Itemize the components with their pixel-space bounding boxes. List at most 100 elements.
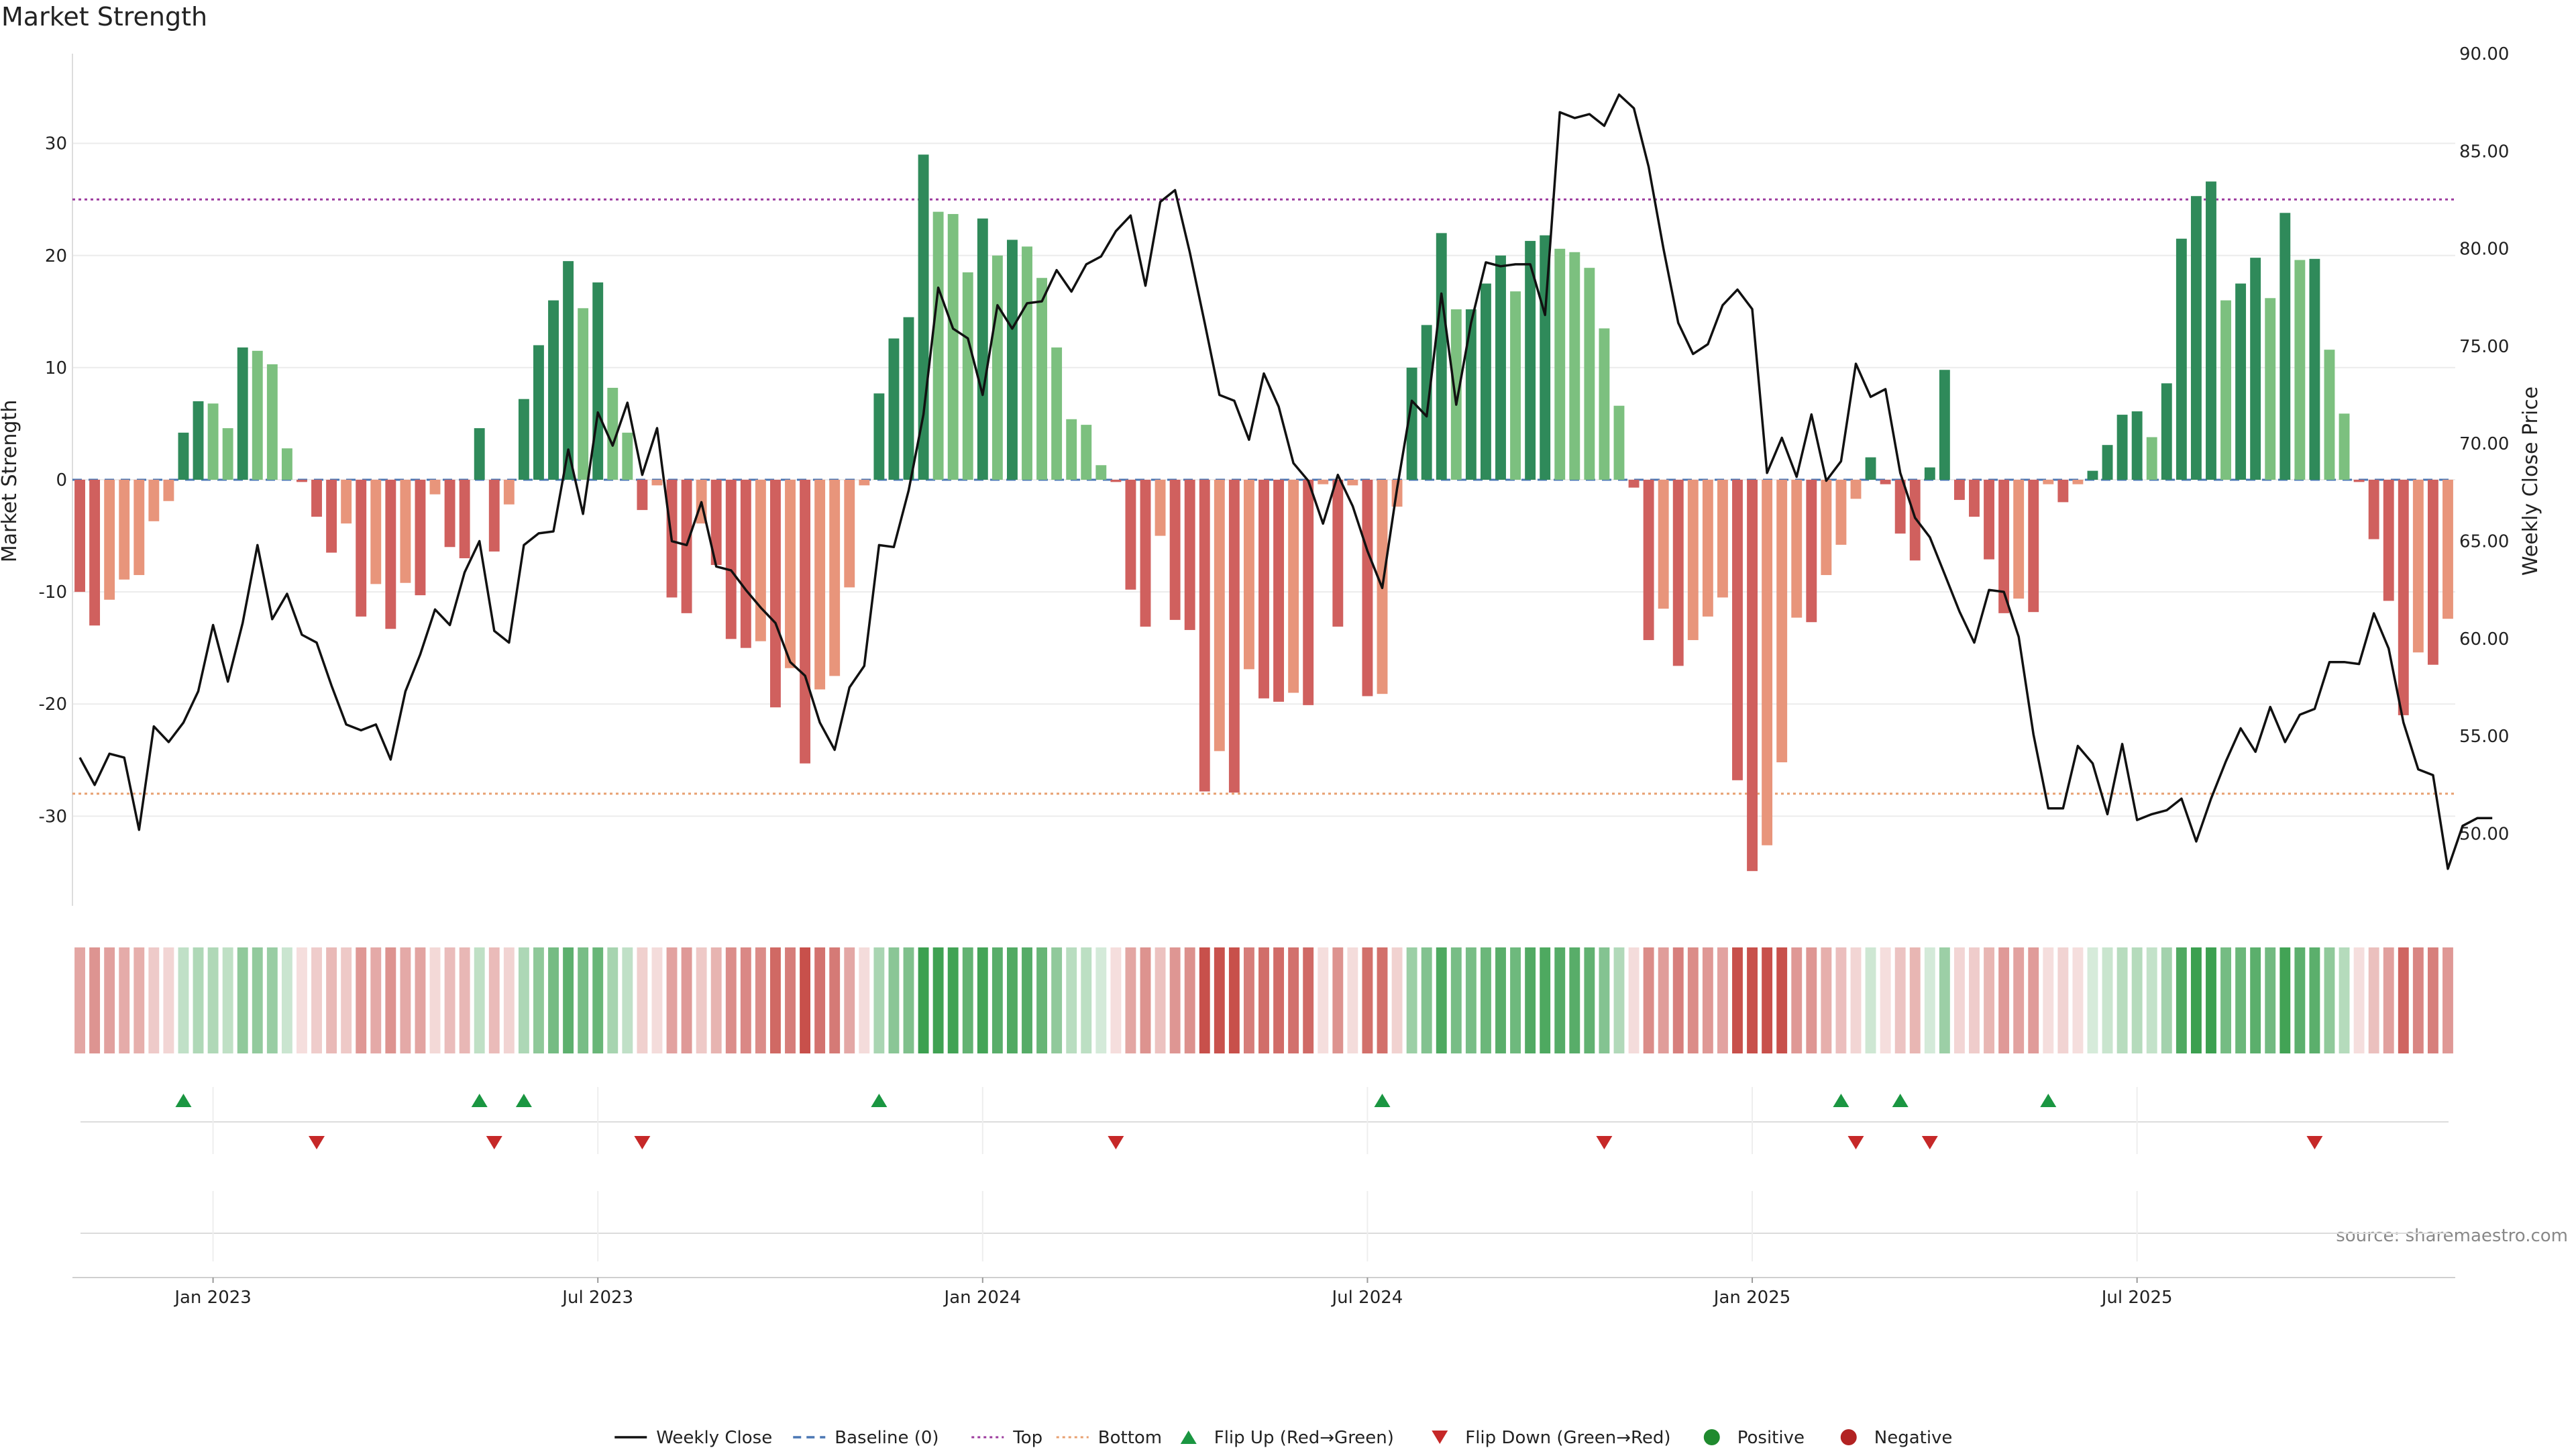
y-tick-left: -20 (39, 694, 67, 715)
heat-cell (622, 947, 633, 1053)
strength-bar (2146, 437, 2157, 480)
y-tick-right: 55.00 (2459, 727, 2509, 747)
heat-cell (1687, 947, 1699, 1053)
strength-bar (444, 480, 455, 548)
strength-bar (1228, 480, 1240, 793)
heat-cell (297, 947, 307, 1053)
heat-cell (1450, 947, 1462, 1053)
strength-bar (1569, 252, 1580, 480)
strength-bar (977, 218, 988, 480)
heat-cell (1273, 947, 1285, 1053)
legend-item: Weekly Close (614, 1428, 772, 1448)
heat-cell (1702, 947, 1713, 1053)
strength-bar (1599, 328, 1610, 480)
strength-bar (2087, 470, 2098, 480)
heat-cell (1939, 947, 1950, 1053)
heat-cell (1599, 947, 1610, 1053)
heat-cell (548, 947, 559, 1053)
heat-cell (1125, 947, 1136, 1053)
heat-cell (578, 947, 589, 1053)
strength-bar (859, 480, 870, 486)
heat-cell (222, 947, 233, 1053)
legend-swatch-down (1432, 1431, 1448, 1444)
heat-cell (2294, 947, 2306, 1053)
strength-bar (459, 480, 470, 558)
strength-bar (1969, 480, 1980, 517)
strength-bar (1850, 480, 1862, 499)
flip-down-marker (1596, 1136, 1613, 1149)
heat-cell (326, 947, 337, 1053)
heat-cell (163, 947, 174, 1053)
legend-item: Baseline (0) (793, 1428, 939, 1448)
strength-bar (563, 261, 574, 480)
heat-cell (2028, 947, 2039, 1053)
strength-bar (400, 480, 411, 583)
strength-bar (962, 272, 973, 480)
y-tick-left: 20 (45, 246, 67, 266)
weekly-close-line (78, 93, 2493, 870)
x-tick-label: Jul 2024 (1331, 1288, 1403, 1308)
heat-cell (903, 947, 914, 1053)
strength-bar (1717, 480, 1728, 598)
legend-label: Negative (1874, 1428, 1953, 1448)
strength-bar (74, 480, 85, 592)
heat-cell (1391, 947, 1403, 1053)
heat-cell (2250, 947, 2261, 1053)
heat-cell (1155, 947, 1166, 1053)
strength-bar (1095, 465, 1107, 480)
flip-up-marker (515, 1094, 532, 1107)
heat-cell (1540, 947, 1551, 1053)
strength-bar (1347, 480, 1358, 486)
strength-bar (1155, 480, 1166, 536)
strength-bar (1687, 480, 1699, 640)
strength-bar (903, 317, 914, 480)
strength-bar (370, 480, 382, 584)
heat-cell (2383, 947, 2394, 1053)
strength-bar (755, 480, 766, 641)
strength-bar (178, 432, 189, 480)
strength-bar (2324, 350, 2335, 480)
legend-label: Top (1012, 1428, 1042, 1448)
heat-cell (2324, 947, 2335, 1053)
heat-cell (1288, 947, 1299, 1053)
heat-cell (2353, 947, 2365, 1053)
y-tick-left: -30 (39, 807, 67, 827)
heat-cell (785, 947, 796, 1053)
strength-bar (814, 480, 826, 690)
strength-bar (1525, 241, 1536, 480)
y-tick-left: 0 (56, 470, 67, 490)
strength-bar (1806, 480, 1817, 623)
source-label: source: sharemaestro.com (2336, 1226, 2568, 1246)
strength-bar (429, 480, 441, 495)
weekly-close-series (78, 93, 2493, 870)
y-tick-right: 75.00 (2459, 337, 2509, 357)
strength-bar (2427, 480, 2438, 665)
heat-cell (1303, 947, 1314, 1053)
heat-cell (947, 947, 959, 1053)
heat-cell (1421, 947, 1432, 1053)
strength-bar (607, 387, 619, 480)
heat-cell (1613, 947, 1625, 1053)
strength-bar (2013, 480, 2025, 599)
heat-cell (844, 947, 855, 1053)
strength-bar (2206, 181, 2216, 480)
strength-heat-strip (74, 947, 2453, 1053)
strength-bar (710, 480, 722, 565)
strength-bar (1894, 480, 1906, 534)
strength-bar (2131, 411, 2143, 480)
heat-cell (1732, 947, 1743, 1053)
heat-cell (666, 947, 678, 1053)
heat-cell (2043, 947, 2054, 1053)
strength-bar (1362, 480, 1373, 696)
heat-cell (1924, 947, 1935, 1053)
flip-up-marker (1374, 1094, 1391, 1107)
strength-bar (1022, 246, 1032, 480)
heat-cell (2161, 947, 2172, 1053)
strength-bar (2368, 480, 2379, 539)
strength-bar (2220, 300, 2231, 480)
heat-cell (2412, 947, 2424, 1053)
strength-bar (2176, 238, 2187, 480)
heat-cell (370, 947, 382, 1053)
strength-bar (2412, 480, 2424, 653)
strength-bar (311, 480, 322, 517)
